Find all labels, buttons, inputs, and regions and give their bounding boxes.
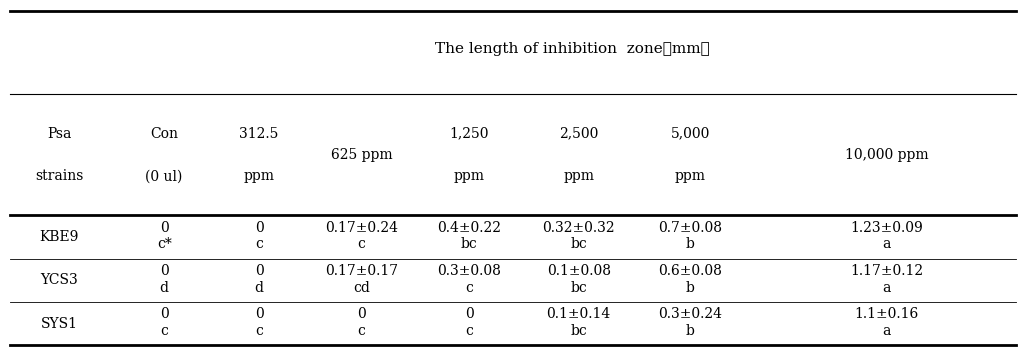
Text: SYS1: SYS1 [40, 317, 78, 331]
Text: c: c [255, 324, 263, 338]
Text: ppm: ppm [243, 169, 275, 183]
Text: YCS3: YCS3 [40, 273, 78, 287]
Text: 1.23±0.09: 1.23±0.09 [851, 220, 922, 235]
Text: The length of inhibition  zone（mm）: The length of inhibition zone（mm） [435, 42, 709, 56]
Text: 0: 0 [357, 307, 366, 321]
Text: bc: bc [570, 324, 587, 338]
Text: 1,250: 1,250 [449, 126, 489, 141]
Text: 0.17±0.24: 0.17±0.24 [325, 220, 398, 235]
Text: 0: 0 [254, 220, 264, 235]
Text: 0.17±0.17: 0.17±0.17 [325, 264, 398, 278]
Text: a: a [882, 237, 891, 251]
Text: b: b [686, 281, 695, 295]
Text: 0: 0 [254, 307, 264, 321]
Text: 0: 0 [254, 264, 264, 278]
Text: 1.1±0.16: 1.1±0.16 [855, 307, 918, 321]
Text: 0.6±0.08: 0.6±0.08 [659, 264, 722, 278]
Text: d: d [160, 281, 168, 295]
Text: 0: 0 [160, 307, 168, 321]
Text: cd: cd [353, 281, 370, 295]
Text: c*: c* [157, 237, 171, 251]
Text: c: c [255, 237, 263, 251]
Text: 10,000 ppm: 10,000 ppm [844, 148, 929, 162]
Text: 0: 0 [160, 220, 168, 235]
Text: KBE9: KBE9 [39, 230, 79, 244]
Text: c: c [466, 281, 473, 295]
Text: 0.1±0.14: 0.1±0.14 [547, 307, 610, 321]
Text: a: a [882, 281, 891, 295]
Text: Con: Con [150, 126, 179, 141]
Text: bc: bc [570, 237, 587, 251]
Text: strains: strains [35, 169, 83, 183]
Text: bc: bc [461, 237, 478, 251]
Text: bc: bc [570, 281, 587, 295]
Text: 0.3±0.24: 0.3±0.24 [659, 307, 722, 321]
Text: c: c [358, 324, 365, 338]
Text: (0 ul): (0 ul) [146, 169, 183, 183]
Text: 0: 0 [465, 307, 474, 321]
Text: ppm: ppm [675, 169, 706, 183]
Text: b: b [686, 237, 695, 251]
Text: 0.32±0.32: 0.32±0.32 [543, 220, 615, 235]
Text: d: d [254, 281, 264, 295]
Text: 1.17±0.12: 1.17±0.12 [850, 264, 923, 278]
Text: c: c [160, 324, 168, 338]
Text: 312.5: 312.5 [239, 126, 279, 141]
Text: 0.7±0.08: 0.7±0.08 [659, 220, 722, 235]
Text: a: a [882, 324, 891, 338]
Text: 625 ppm: 625 ppm [330, 148, 393, 162]
Text: 0.1±0.08: 0.1±0.08 [547, 264, 610, 278]
Text: c: c [358, 237, 365, 251]
Text: ppm: ppm [453, 169, 485, 183]
Text: c: c [466, 324, 473, 338]
Text: 0.3±0.08: 0.3±0.08 [437, 264, 502, 278]
Text: 5,000: 5,000 [671, 126, 710, 141]
Text: 0: 0 [160, 264, 168, 278]
Text: b: b [686, 324, 695, 338]
Text: Psa: Psa [47, 126, 71, 141]
Text: ppm: ppm [563, 169, 594, 183]
Text: 0.4±0.22: 0.4±0.22 [437, 220, 502, 235]
Text: 2,500: 2,500 [559, 126, 598, 141]
